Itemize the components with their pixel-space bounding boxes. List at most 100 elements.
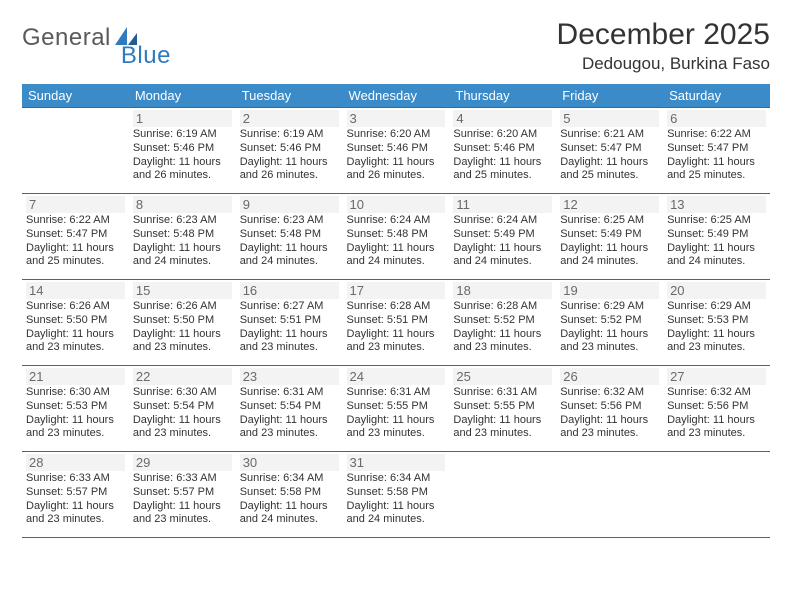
- day-number: 4: [453, 110, 552, 127]
- day-number: 24: [347, 368, 446, 385]
- daylight-text: Daylight: 11 hours and 26 minutes.: [347, 156, 446, 184]
- day-details: Sunrise: 6:30 AMSunset: 5:53 PMDaylight:…: [26, 386, 125, 441]
- weekday-header: Tuesday: [236, 84, 343, 108]
- sunset-text: Sunset: 5:49 PM: [667, 228, 766, 242]
- daylight-text: Daylight: 11 hours and 23 minutes.: [133, 500, 232, 528]
- sunrise-text: Sunrise: 6:20 AM: [347, 128, 446, 142]
- day-details: Sunrise: 6:27 AMSunset: 5:51 PMDaylight:…: [240, 300, 339, 355]
- calendar-day-cell: 1Sunrise: 6:19 AMSunset: 5:46 PMDaylight…: [129, 108, 236, 194]
- day-number: 2: [240, 110, 339, 127]
- calendar-day-cell: [556, 452, 663, 538]
- calendar-day-cell: 2Sunrise: 6:19 AMSunset: 5:46 PMDaylight…: [236, 108, 343, 194]
- day-number: 26: [560, 368, 659, 385]
- sunrise-text: Sunrise: 6:31 AM: [240, 386, 339, 400]
- day-details: Sunrise: 6:19 AMSunset: 5:46 PMDaylight:…: [133, 128, 232, 183]
- calendar-day-cell: 26Sunrise: 6:32 AMSunset: 5:56 PMDayligh…: [556, 366, 663, 452]
- calendar-day-cell: 29Sunrise: 6:33 AMSunset: 5:57 PMDayligh…: [129, 452, 236, 538]
- day-number: 13: [667, 196, 766, 213]
- day-details: Sunrise: 6:31 AMSunset: 5:54 PMDaylight:…: [240, 386, 339, 441]
- day-number: 17: [347, 282, 446, 299]
- day-details: Sunrise: 6:22 AMSunset: 5:47 PMDaylight:…: [667, 128, 766, 183]
- brand-word2: Blue: [121, 42, 171, 70]
- sunrise-text: Sunrise: 6:26 AM: [26, 300, 125, 314]
- daylight-text: Daylight: 11 hours and 24 minutes.: [560, 242, 659, 270]
- day-details: Sunrise: 6:34 AMSunset: 5:58 PMDaylight:…: [240, 472, 339, 527]
- daylight-text: Daylight: 11 hours and 23 minutes.: [133, 414, 232, 442]
- brand-word1: General: [22, 24, 111, 52]
- sunset-text: Sunset: 5:53 PM: [667, 314, 766, 328]
- calendar-week-row: 28Sunrise: 6:33 AMSunset: 5:57 PMDayligh…: [22, 452, 770, 538]
- calendar-day-cell: [449, 452, 556, 538]
- sunset-text: Sunset: 5:57 PM: [133, 486, 232, 500]
- daylight-text: Daylight: 11 hours and 25 minutes.: [453, 156, 552, 184]
- sunset-text: Sunset: 5:58 PM: [240, 486, 339, 500]
- day-details: Sunrise: 6:21 AMSunset: 5:47 PMDaylight:…: [560, 128, 659, 183]
- daylight-text: Daylight: 11 hours and 23 minutes.: [560, 414, 659, 442]
- daylight-text: Daylight: 11 hours and 24 minutes.: [667, 242, 766, 270]
- day-details: Sunrise: 6:25 AMSunset: 5:49 PMDaylight:…: [667, 214, 766, 269]
- day-details: Sunrise: 6:29 AMSunset: 5:53 PMDaylight:…: [667, 300, 766, 355]
- daylight-text: Daylight: 11 hours and 23 minutes.: [240, 414, 339, 442]
- day-number: 15: [133, 282, 232, 299]
- sunset-text: Sunset: 5:47 PM: [667, 142, 766, 156]
- day-number: 28: [26, 454, 125, 471]
- sunset-text: Sunset: 5:51 PM: [347, 314, 446, 328]
- sunset-text: Sunset: 5:58 PM: [347, 486, 446, 500]
- sunset-text: Sunset: 5:50 PM: [133, 314, 232, 328]
- day-details: Sunrise: 6:28 AMSunset: 5:51 PMDaylight:…: [347, 300, 446, 355]
- sunset-text: Sunset: 5:46 PM: [240, 142, 339, 156]
- sunrise-text: Sunrise: 6:32 AM: [667, 386, 766, 400]
- calendar-day-cell: 20Sunrise: 6:29 AMSunset: 5:53 PMDayligh…: [663, 280, 770, 366]
- sunset-text: Sunset: 5:49 PM: [560, 228, 659, 242]
- day-details: Sunrise: 6:32 AMSunset: 5:56 PMDaylight:…: [560, 386, 659, 441]
- sunset-text: Sunset: 5:46 PM: [133, 142, 232, 156]
- day-number: 25: [453, 368, 552, 385]
- daylight-text: Daylight: 11 hours and 26 minutes.: [240, 156, 339, 184]
- weekday-header: Sunday: [22, 84, 129, 108]
- day-details: Sunrise: 6:26 AMSunset: 5:50 PMDaylight:…: [133, 300, 232, 355]
- calendar-week-row: 1Sunrise: 6:19 AMSunset: 5:46 PMDaylight…: [22, 108, 770, 194]
- day-number: 22: [133, 368, 232, 385]
- page-title: December 2025: [557, 18, 770, 52]
- calendar-day-cell: 18Sunrise: 6:28 AMSunset: 5:52 PMDayligh…: [449, 280, 556, 366]
- calendar-day-cell: 30Sunrise: 6:34 AMSunset: 5:58 PMDayligh…: [236, 452, 343, 538]
- sunset-text: Sunset: 5:56 PM: [667, 400, 766, 414]
- sunset-text: Sunset: 5:49 PM: [453, 228, 552, 242]
- sunrise-text: Sunrise: 6:31 AM: [347, 386, 446, 400]
- daylight-text: Daylight: 11 hours and 23 minutes.: [347, 328, 446, 356]
- sunset-text: Sunset: 5:47 PM: [26, 228, 125, 242]
- calendar-day-cell: 15Sunrise: 6:26 AMSunset: 5:50 PMDayligh…: [129, 280, 236, 366]
- sunrise-text: Sunrise: 6:22 AM: [26, 214, 125, 228]
- calendar-day-cell: [663, 452, 770, 538]
- sunrise-text: Sunrise: 6:33 AM: [26, 472, 125, 486]
- sunrise-text: Sunrise: 6:25 AM: [560, 214, 659, 228]
- daylight-text: Daylight: 11 hours and 25 minutes.: [560, 156, 659, 184]
- day-number: 30: [240, 454, 339, 471]
- sunset-text: Sunset: 5:54 PM: [133, 400, 232, 414]
- sunset-text: Sunset: 5:52 PM: [453, 314, 552, 328]
- day-number: 23: [240, 368, 339, 385]
- sunrise-text: Sunrise: 6:23 AM: [240, 214, 339, 228]
- day-number: 1: [133, 110, 232, 127]
- day-details: Sunrise: 6:22 AMSunset: 5:47 PMDaylight:…: [26, 214, 125, 269]
- calendar-day-cell: 23Sunrise: 6:31 AMSunset: 5:54 PMDayligh…: [236, 366, 343, 452]
- day-details: Sunrise: 6:20 AMSunset: 5:46 PMDaylight:…: [347, 128, 446, 183]
- daylight-text: Daylight: 11 hours and 23 minutes.: [26, 500, 125, 528]
- sunset-text: Sunset: 5:55 PM: [453, 400, 552, 414]
- day-number: 10: [347, 196, 446, 213]
- day-details: Sunrise: 6:31 AMSunset: 5:55 PMDaylight:…: [347, 386, 446, 441]
- day-details: Sunrise: 6:25 AMSunset: 5:49 PMDaylight:…: [560, 214, 659, 269]
- brand-logo: General Blue: [22, 18, 171, 52]
- calendar-day-cell: 13Sunrise: 6:25 AMSunset: 5:49 PMDayligh…: [663, 194, 770, 280]
- calendar-day-cell: 4Sunrise: 6:20 AMSunset: 5:46 PMDaylight…: [449, 108, 556, 194]
- daylight-text: Daylight: 11 hours and 26 minutes.: [133, 156, 232, 184]
- header: General Blue December 2025 Dedougou, Bur…: [22, 18, 770, 74]
- sunrise-text: Sunrise: 6:30 AM: [133, 386, 232, 400]
- calendar-day-cell: 12Sunrise: 6:25 AMSunset: 5:49 PMDayligh…: [556, 194, 663, 280]
- sunset-text: Sunset: 5:56 PM: [560, 400, 659, 414]
- calendar-day-cell: 5Sunrise: 6:21 AMSunset: 5:47 PMDaylight…: [556, 108, 663, 194]
- calendar-day-cell: 3Sunrise: 6:20 AMSunset: 5:46 PMDaylight…: [343, 108, 450, 194]
- day-details: Sunrise: 6:28 AMSunset: 5:52 PMDaylight:…: [453, 300, 552, 355]
- sunrise-text: Sunrise: 6:21 AM: [560, 128, 659, 142]
- day-details: Sunrise: 6:26 AMSunset: 5:50 PMDaylight:…: [26, 300, 125, 355]
